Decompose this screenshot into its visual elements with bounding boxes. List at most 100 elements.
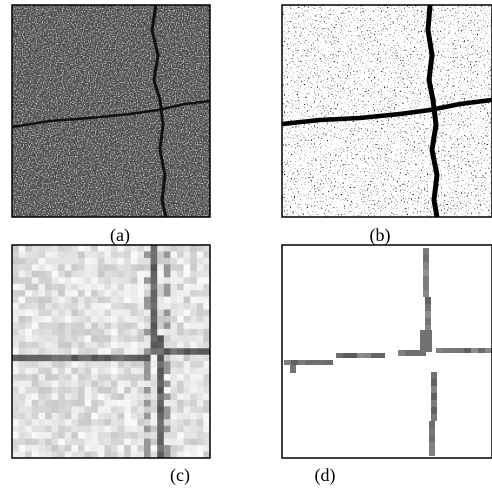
pixel [104,290,111,297]
pixel [157,290,164,297]
pixel [78,258,85,265]
pixel [19,290,26,297]
pixel [104,277,111,284]
pixel [157,251,164,258]
crack-block [371,353,378,358]
pixel [58,284,65,291]
pixel [65,355,72,362]
pixel [177,342,184,349]
pixel [85,419,92,426]
crack-block [450,348,457,353]
pixel [131,348,138,355]
pixel [190,329,197,336]
pixel [197,310,204,317]
pixel [104,335,111,342]
pixel [104,264,111,271]
pixel [118,374,125,381]
pixel [177,413,184,420]
pixel [118,406,125,413]
pixel [157,264,164,271]
pixel [164,445,171,452]
pixel [91,400,98,407]
pixel [52,290,59,297]
crack-block [350,353,357,358]
pixel [157,426,164,433]
pixel [65,310,72,317]
pixel [65,426,72,433]
pixel [151,245,158,252]
pixel [12,290,19,297]
pixel [190,297,197,304]
pixel [45,413,52,420]
pixel [151,413,158,420]
pixel [52,445,59,452]
crack-block [378,353,385,358]
page: (a) (b) (c) (d) (() => { const data = JS… [0,0,492,491]
pixel [19,271,26,278]
pixel [104,258,111,265]
pixel [52,264,59,271]
pixel [111,342,118,349]
pixel [32,322,39,329]
pixel [98,245,105,252]
pixel [104,406,111,413]
pixel [38,284,45,291]
pixel [52,355,59,362]
pixel [65,277,72,284]
pixel [25,381,32,388]
pixel [190,277,197,284]
pixel [124,264,131,271]
pixel [131,290,138,297]
pixel [197,303,204,310]
pixel [111,258,118,265]
crack-block [431,414,437,421]
pixel [38,297,45,304]
pixel [78,335,85,342]
pixel [118,361,125,368]
pixel [12,413,19,420]
pixel [124,361,131,368]
pixel [170,393,177,400]
pixel [118,303,125,310]
pixel [85,361,92,368]
pixel [157,303,164,310]
pixel [111,400,118,407]
pixel [58,445,65,452]
pixel [58,245,65,252]
pixel [151,329,158,336]
pixel [78,387,85,394]
pixel [104,381,111,388]
pixel [118,290,125,297]
crack-block [464,348,471,353]
pixel [197,322,204,329]
pixel [164,361,171,368]
pixel [190,368,197,375]
pixel [71,303,78,310]
pixel [131,439,138,446]
pixel [184,439,191,446]
crack-block [298,360,305,365]
pixel [197,381,204,388]
pixel [65,342,72,349]
pixel [91,426,98,433]
pixel [197,393,204,400]
pixel [58,426,65,433]
pixel [177,258,184,265]
pixel [12,277,19,284]
pixel [91,432,98,439]
pixel [170,432,177,439]
pixel [118,277,125,284]
pixel [170,419,177,426]
pixel [52,432,59,439]
pixel [170,374,177,381]
panel-label: (a) [110,225,130,246]
pixel [184,348,191,355]
pixel [170,413,177,420]
pixel [85,368,92,375]
pixel [91,277,98,284]
pixel [19,277,26,284]
pixel [124,413,131,420]
pixel [184,284,191,291]
pixel [111,419,118,426]
pixel [71,387,78,394]
